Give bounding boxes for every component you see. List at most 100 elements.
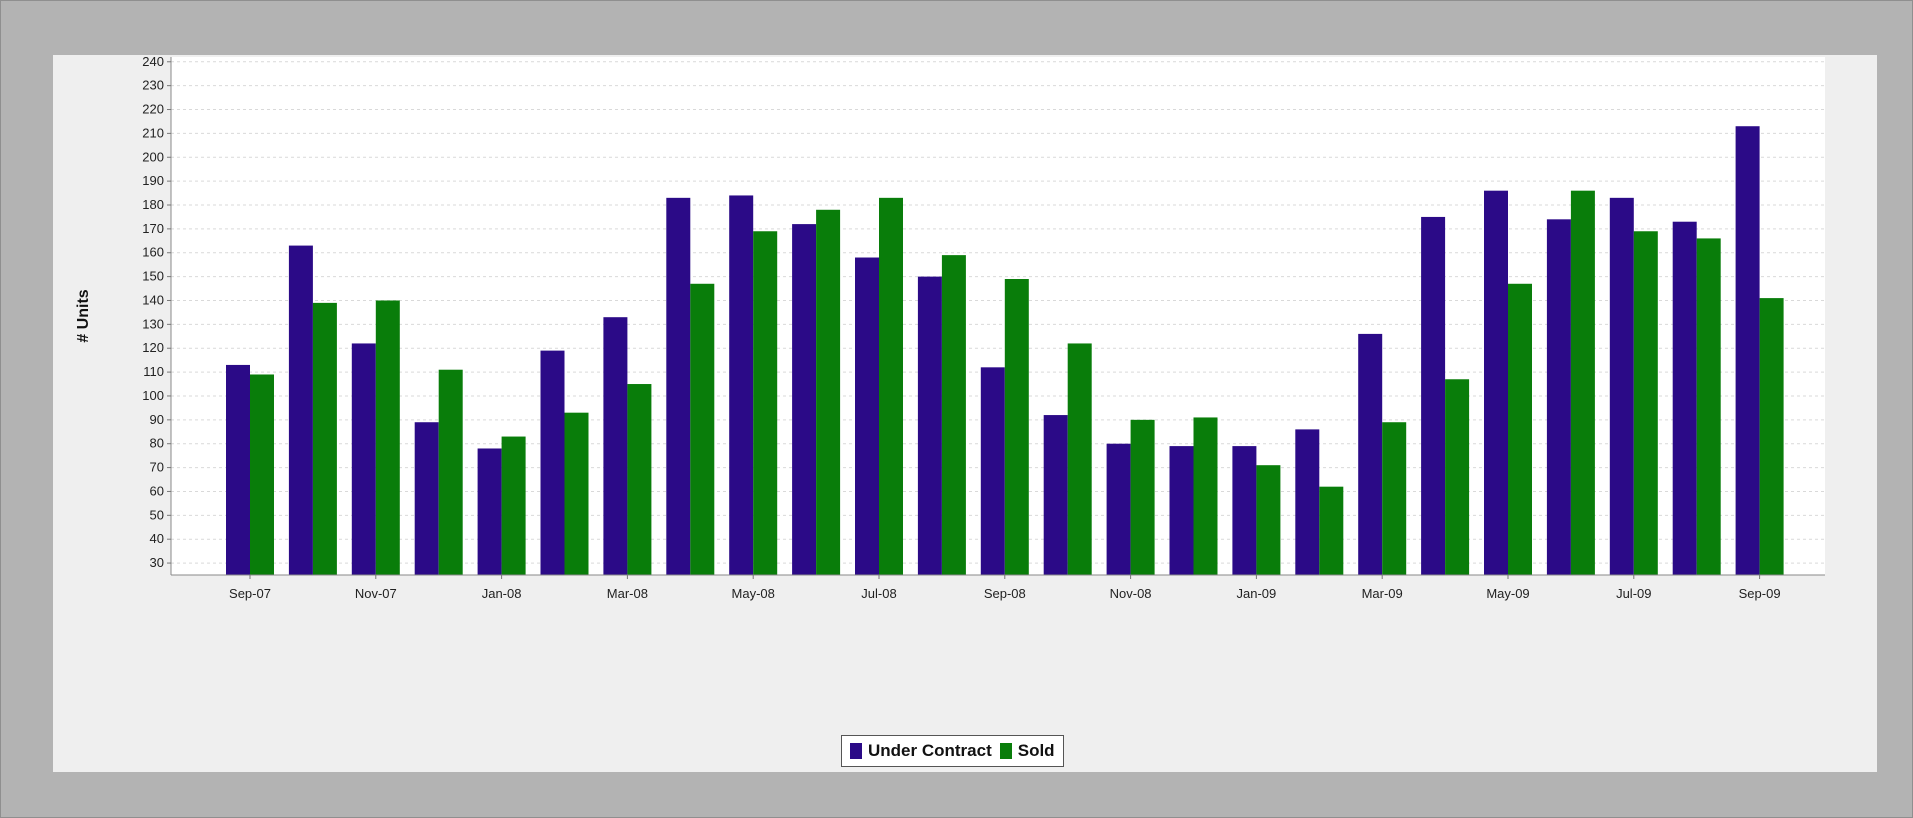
y-tick-label: 80 bbox=[150, 436, 164, 451]
y-tick-label: 180 bbox=[142, 197, 164, 212]
bar-sold-sep-09 bbox=[1759, 298, 1784, 575]
y-tick-label: 210 bbox=[142, 125, 164, 140]
bar-sold-may-08 bbox=[753, 231, 778, 576]
bar-under-contract-jun-08 bbox=[792, 224, 817, 575]
bar-under-contract-sep-08 bbox=[980, 367, 1005, 575]
bar-under-contract-dec-07 bbox=[414, 422, 439, 575]
chart-panel: 30 40 50 60 70 80 90 100 110 120 130 140 150 160 170 18… bbox=[53, 55, 1877, 772]
x-tick-label: Nov-08 bbox=[1110, 586, 1152, 601]
legend: Under Contract Sold bbox=[841, 735, 1064, 767]
x-tick-label: Nov-07 bbox=[355, 586, 397, 601]
bar-sold-dec-07 bbox=[438, 369, 463, 575]
y-tick-label: 100 bbox=[142, 388, 164, 403]
x-tick-label: Jul-09 bbox=[1616, 586, 1651, 601]
y-tick-label: 70 bbox=[150, 460, 164, 475]
bar-under-contract-apr-09 bbox=[1421, 216, 1446, 575]
y-axis-title: # Units bbox=[75, 289, 92, 342]
y-tick-label: 50 bbox=[150, 507, 164, 522]
x-tick-label: Sep-09 bbox=[1739, 586, 1781, 601]
bar-under-contract-oct-08 bbox=[1043, 415, 1068, 575]
y-tick-label: 160 bbox=[142, 245, 164, 260]
bar-under-contract-nov-08 bbox=[1106, 443, 1131, 575]
legend-swatch-sold bbox=[999, 743, 1012, 759]
y-tick-label: 120 bbox=[142, 340, 164, 355]
x-tick-label: Jul-08 bbox=[861, 586, 896, 601]
bar-under-contract-may-08 bbox=[729, 195, 754, 576]
bar-sold-aug-09 bbox=[1696, 238, 1721, 575]
bar-sold-jun-08 bbox=[816, 209, 841, 575]
bar-sold-nov-08 bbox=[1130, 419, 1155, 575]
y-tick-label: 220 bbox=[142, 102, 164, 117]
bar-under-contract-sep-07 bbox=[226, 364, 250, 575]
x-axis-ticks: Sep-07 Nov-07 Jan-08 Mar-08 May-08 Jul-08 Sep-… bbox=[229, 575, 1781, 601]
bar-under-contract-mar-09 bbox=[1358, 333, 1383, 575]
bar-sold-jul-08 bbox=[879, 197, 903, 575]
x-tick-label: Mar-09 bbox=[1362, 586, 1403, 601]
bar-under-contract-oct-07 bbox=[288, 245, 313, 576]
bar-sold-mar-09 bbox=[1382, 422, 1407, 575]
legend-item-under-contract: Under Contract bbox=[850, 741, 992, 761]
legend-item-sold: Sold bbox=[999, 741, 1055, 761]
bar-under-contract-jan-08 bbox=[477, 448, 502, 575]
x-tick-label: Jan-09 bbox=[1237, 586, 1277, 601]
bar-under-contract-dec-08 bbox=[1169, 446, 1194, 575]
bar-under-contract-apr-08 bbox=[666, 197, 691, 575]
bar-sold-feb-08 bbox=[564, 412, 589, 575]
y-tick-label: 190 bbox=[142, 173, 164, 188]
bar-sold-jan-08 bbox=[501, 436, 526, 575]
bar-sold-sep-07 bbox=[250, 374, 274, 575]
x-tick-label: May-09 bbox=[1486, 586, 1529, 601]
y-tick-label: 30 bbox=[150, 555, 164, 570]
bar-chart: 30 40 50 60 70 80 90 100 110 120 130 140 150 160 170 18… bbox=[75, 55, 1825, 601]
bar-sold-oct-07 bbox=[312, 302, 337, 575]
bar-under-contract-jun-09 bbox=[1546, 219, 1571, 576]
bar-sold-aug-08 bbox=[941, 255, 966, 575]
x-tick-label: Sep-07 bbox=[229, 586, 271, 601]
y-tick-label: 140 bbox=[142, 292, 164, 307]
bar-sold-feb-09 bbox=[1319, 486, 1344, 575]
bar-under-contract-may-09 bbox=[1484, 190, 1508, 575]
bar-under-contract-jul-08 bbox=[855, 257, 879, 575]
bar-sold-may-09 bbox=[1508, 283, 1532, 575]
bar-sold-dec-08 bbox=[1193, 417, 1218, 575]
x-tick-label: May-08 bbox=[732, 586, 775, 601]
bar-sold-apr-08 bbox=[690, 283, 715, 575]
bar-under-contract-feb-09 bbox=[1295, 429, 1320, 575]
bar-under-contract-mar-08 bbox=[603, 317, 628, 575]
bar-sold-jan-09 bbox=[1256, 465, 1281, 575]
y-tick-label: 90 bbox=[150, 412, 164, 427]
y-tick-label: 130 bbox=[142, 316, 164, 331]
y-tick-label: 230 bbox=[142, 78, 164, 93]
y-tick-label: 170 bbox=[142, 221, 164, 236]
bar-sold-jun-09 bbox=[1570, 190, 1595, 575]
y-tick-label: 150 bbox=[142, 269, 164, 284]
bar-sold-mar-08 bbox=[627, 384, 652, 575]
x-tick-label: Sep-08 bbox=[984, 586, 1026, 601]
x-tick-label: Jan-08 bbox=[482, 586, 522, 601]
legend-swatch-under-contract bbox=[850, 743, 862, 759]
x-tick-label: Mar-08 bbox=[607, 586, 648, 601]
bar-under-contract-aug-08 bbox=[917, 276, 942, 575]
bars bbox=[226, 126, 1784, 576]
bar-under-contract-jan-09 bbox=[1232, 446, 1257, 575]
y-tick-label: 200 bbox=[142, 149, 164, 164]
bar-sold-sep-08 bbox=[1004, 279, 1029, 575]
bar-sold-nov-07 bbox=[375, 300, 400, 575]
y-axis-ticks: 30 40 50 60 70 80 90 100 110 120 130 140 150 160 170 18… bbox=[142, 55, 171, 570]
bar-sold-oct-08 bbox=[1067, 343, 1092, 575]
axes bbox=[170, 57, 1825, 576]
bar-under-contract-aug-09 bbox=[1672, 221, 1697, 576]
y-tick-label: 60 bbox=[150, 483, 164, 498]
y-tick-label: 110 bbox=[143, 364, 164, 379]
bar-under-contract-nov-07 bbox=[351, 343, 376, 575]
bar-sold-apr-09 bbox=[1445, 379, 1470, 575]
legend-label-under-contract: Under Contract bbox=[868, 741, 992, 760]
y-tick-label: 240 bbox=[142, 55, 164, 69]
bar-sold-jul-09 bbox=[1633, 231, 1658, 576]
bar-under-contract-feb-08 bbox=[540, 350, 565, 575]
legend-label-sold: Sold bbox=[1017, 741, 1055, 760]
bar-under-contract-sep-09 bbox=[1735, 126, 1760, 576]
y-tick-label: 40 bbox=[150, 531, 164, 546]
bar-under-contract-jul-09 bbox=[1609, 197, 1634, 575]
